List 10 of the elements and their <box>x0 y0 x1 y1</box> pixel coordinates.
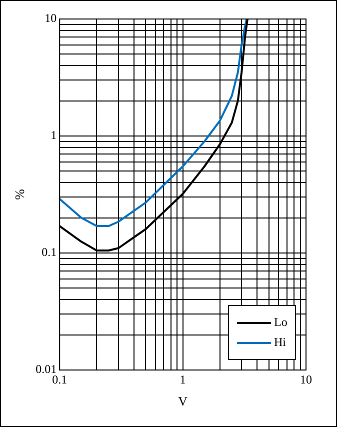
y-tick-label: 0.01 <box>36 362 57 376</box>
legend-label: Lo <box>274 315 288 330</box>
y-tick-label: 10 <box>44 11 57 26</box>
x-tick-label: 1 <box>180 372 186 386</box>
y-tick-label: 1 <box>50 128 57 142</box>
y-tick-label: 0.1 <box>42 245 57 260</box>
x-tick-label: 10 <box>300 372 312 386</box>
y-axis-title: % <box>12 188 28 200</box>
x-axis-title: V <box>178 394 188 409</box>
legend-label: Hi <box>274 335 286 350</box>
